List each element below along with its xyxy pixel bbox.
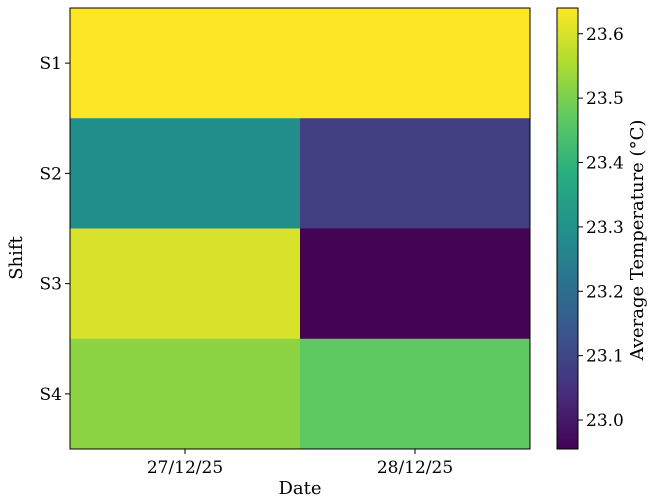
x-tick-label: 28/12/25 — [377, 458, 453, 478]
heatmap-cell — [70, 118, 301, 229]
y-tick-label: S2 — [40, 164, 62, 184]
colorbar-tick-label: 23.3 — [586, 218, 624, 238]
y-axis-ticks: S1 S2 S3 S4 — [40, 54, 70, 405]
colorbar — [556, 7, 579, 450]
colorbar-tick-label: 23.4 — [586, 154, 624, 174]
heatmap-cell — [300, 338, 531, 450]
plot-frame — [69, 7, 531, 450]
heatmap-cell — [300, 8, 531, 119]
colorbar-tick-label: 23.2 — [586, 282, 624, 302]
y-tick-label: S4 — [40, 385, 62, 405]
y-axis-label: Shift — [6, 235, 27, 279]
colorbar-tick-label: 23.1 — [586, 347, 624, 367]
heatmap-cell — [300, 118, 531, 229]
heatmap-cell — [70, 8, 301, 119]
colorbar-ticks: 23.0 23.1 23.2 23.3 23.4 23.5 23.6 — [578, 25, 624, 431]
x-tick-label: 27/12/25 — [147, 458, 223, 478]
heatmap-cells — [70, 8, 531, 450]
heatmap-cell — [300, 228, 531, 340]
x-axis-label: Date — [278, 478, 321, 498]
colorbar-label: Average Temperature (°C) — [627, 120, 648, 362]
heatmap-cell — [70, 228, 301, 340]
y-tick-label: S1 — [40, 54, 62, 74]
heatmap-cell — [70, 338, 301, 450]
colorbar-tick-label: 23.5 — [586, 89, 624, 109]
y-tick-label: S3 — [40, 275, 62, 295]
colorbar-tick-label: 23.0 — [586, 411, 624, 431]
colorbar-tick-label: 23.6 — [586, 25, 624, 45]
x-axis-ticks: 27/12/25 28/12/25 — [147, 449, 453, 478]
